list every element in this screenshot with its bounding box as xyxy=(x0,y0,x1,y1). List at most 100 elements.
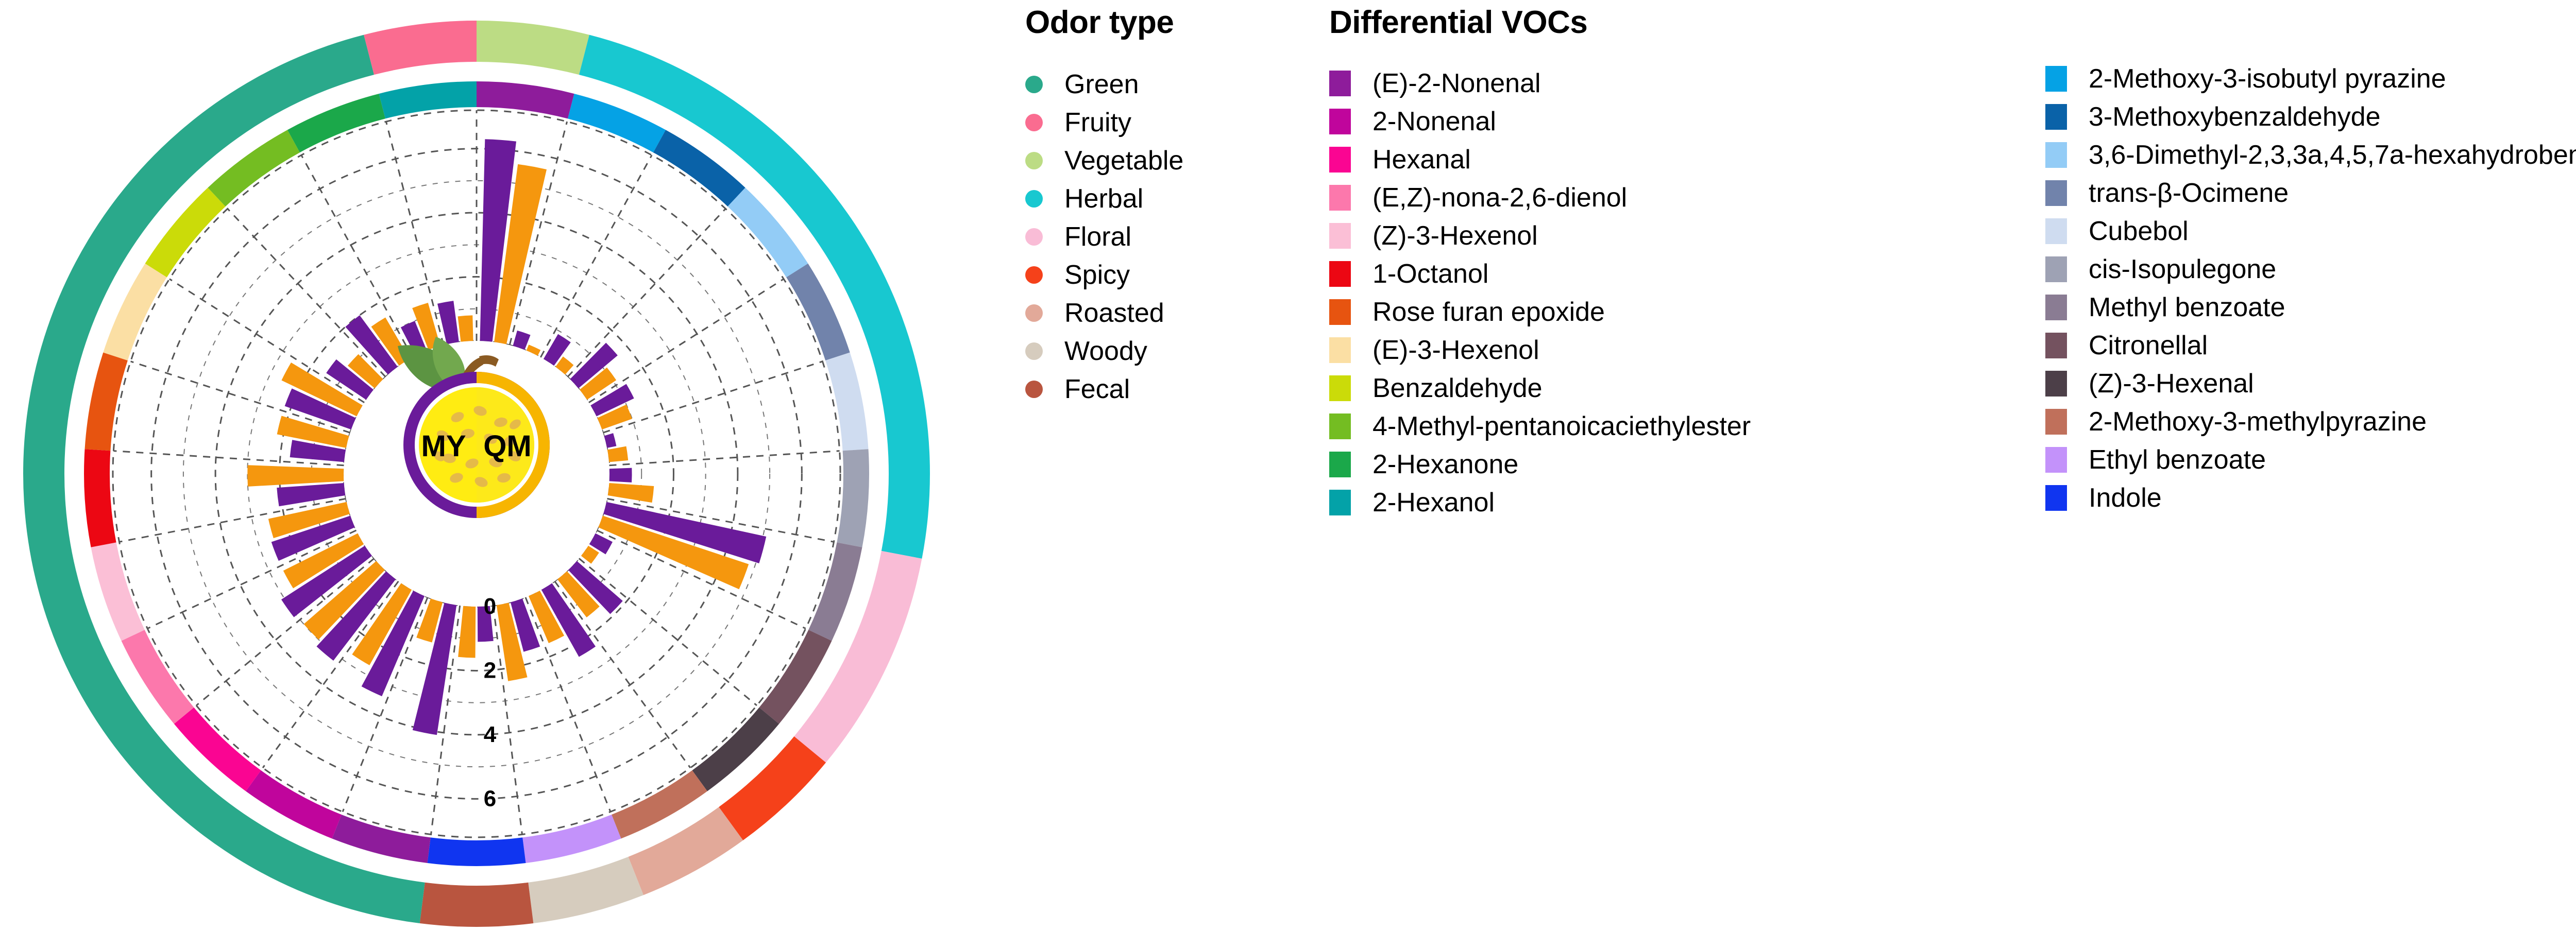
voc-color-swatch-icon xyxy=(2045,447,2067,473)
voc-ring-segment xyxy=(825,352,869,451)
voc-legend-item[interactable]: 1-Octanol xyxy=(1329,255,1751,293)
voc-legend-item[interactable]: (E,Z)-nona-2,6-dienol xyxy=(1329,179,1751,217)
odor-legend-item[interactable]: Green xyxy=(1025,65,1183,104)
voc-legend-item[interactable]: (Z)-3-Hexenol xyxy=(1329,217,1751,255)
voc-legend-item[interactable]: Benzaldehyde xyxy=(1329,369,1751,407)
voc-legend-label: 2-Nonenal xyxy=(1372,107,1496,136)
polar-grid-spoke xyxy=(596,529,806,629)
odor-legend-item[interactable]: Vegetable xyxy=(1025,142,1183,180)
polar-grid-spoke xyxy=(169,278,365,404)
voc-color-swatch-icon xyxy=(1329,299,1351,325)
odor-color-dot-icon xyxy=(1025,114,1043,131)
voc-color-swatch-icon xyxy=(2045,485,2067,511)
voc-ring-segment xyxy=(103,263,167,360)
polar-bar-qm xyxy=(412,302,440,350)
polar-grid-spoke xyxy=(300,154,414,358)
polar-bar-qm xyxy=(416,598,443,643)
odor-legend-item[interactable]: Spicy xyxy=(1025,256,1183,294)
voc-legend-item[interactable]: Citronellal xyxy=(2045,326,2576,365)
polar-bar-qm xyxy=(557,571,600,617)
odor-ring-segment xyxy=(719,736,826,840)
voc-color-swatch-icon xyxy=(1329,71,1351,96)
voc-legend-item[interactable]: Cubebol xyxy=(2045,212,2576,250)
voc-legend-label: 3-Methoxybenzaldehyde xyxy=(2089,102,2381,132)
voc-ring-segment xyxy=(84,352,128,451)
odor-legend-item[interactable]: Fecal xyxy=(1025,370,1183,408)
polar-grid-spoke xyxy=(196,558,375,706)
odor-legend-item[interactable]: Woody xyxy=(1025,332,1183,370)
odor-color-dot-icon xyxy=(1025,228,1043,246)
odor-color-dot-icon xyxy=(1025,266,1043,284)
voc-legend-item[interactable]: 3-Methoxybenzaldehyde xyxy=(2045,98,2576,136)
voc-legend-label: (E)-3-Hexenol xyxy=(1372,335,1539,365)
voc-legend-item[interactable]: (E)-3-Hexenol xyxy=(1329,331,1751,369)
voc-legend-item[interactable]: Methyl benzoate xyxy=(2045,288,2576,326)
odor-legend-item[interactable]: Herbal xyxy=(1025,180,1183,218)
voc-legend-item[interactable]: 2-Methoxy-3-methylpyrazine xyxy=(2045,403,2576,441)
odor-legend-item[interactable]: Floral xyxy=(1025,218,1183,256)
polar-bar-qm xyxy=(283,533,364,589)
voc-ring-segment xyxy=(332,815,431,863)
polar-grid-circle-minor xyxy=(311,308,642,640)
polar-grid-spoke xyxy=(539,154,653,358)
voc-ring-segment xyxy=(91,542,145,641)
voc-legend-left-column: Differential VOCs (E)-2-Nonenal 2-Nonenal… xyxy=(1329,4,1751,522)
voc-legend-item[interactable]: Hexanal xyxy=(1329,141,1751,179)
voc-legend-item[interactable]: 2-Methoxy-3-isobutyl pyrazine xyxy=(2045,60,2576,98)
voc-color-swatch-icon xyxy=(1329,109,1351,134)
voc-legend-label: (E)-2-Nonenal xyxy=(1372,68,1541,98)
polar-bar-qm xyxy=(458,606,476,658)
odor-color-dot-icon xyxy=(1025,304,1043,322)
voc-legend-item[interactable]: 2-Hexanone xyxy=(1329,445,1751,484)
polar-bar-my xyxy=(326,359,374,400)
polar-bar-qm xyxy=(496,602,528,681)
odor-legend-item[interactable]: Fruity xyxy=(1025,104,1183,142)
voc-legend-item[interactable]: Indole xyxy=(2045,479,2576,517)
voc-legend-item[interactable]: (E)-2-Nonenal xyxy=(1329,64,1751,102)
voc-color-swatch-icon xyxy=(1329,413,1351,439)
polar-grid-circle xyxy=(214,212,739,736)
voc-legend-item[interactable]: (Z)-3-Hexenal xyxy=(2045,365,2576,403)
polar-grid-spoke xyxy=(492,605,523,835)
passion-fruit-icon: MY QM xyxy=(398,337,550,518)
odor-legend-label: Spicy xyxy=(1064,260,1130,290)
polar-bar-qm xyxy=(268,502,350,539)
voc-legend-label: 2-Methoxy-3-isobutyl pyrazine xyxy=(2089,64,2446,94)
polar-bar-qm xyxy=(494,164,547,344)
polar-bar-my xyxy=(361,590,425,697)
odor-legend-label: Woody xyxy=(1064,336,1147,366)
polar-grid-spoke xyxy=(554,580,691,769)
odor-color-dot-icon xyxy=(1025,76,1043,93)
voc-legend-item[interactable]: cis-Isopulegone xyxy=(2045,250,2576,288)
polar-grid-spoke xyxy=(578,558,757,706)
voc-legend-item[interactable]: Ethyl benzoate xyxy=(2045,441,2576,479)
voc-ring-segment xyxy=(287,93,385,153)
voc-legend-title: Differential VOCs xyxy=(1329,5,1588,40)
odor-ring-segment xyxy=(419,882,534,927)
voc-color-swatch-icon xyxy=(2045,180,2067,206)
odor-legend-item[interactable]: Roasted xyxy=(1025,294,1183,332)
voc-legend-item[interactable]: 3,6-Dimethyl-2,3,3a,4,5,7a-hexahydrobenz… xyxy=(2045,136,2576,174)
voc-legend-item[interactable]: 4-Methyl-pentanoicaciethylester xyxy=(1329,407,1751,445)
radial-tick-label: 2 xyxy=(484,658,496,683)
voc-legend-item[interactable]: Rose furan epoxide xyxy=(1329,293,1751,331)
voc-legend-item[interactable]: 2-Hexanol xyxy=(1329,484,1751,522)
polar-grid-spoke xyxy=(147,529,357,629)
voc-color-swatch-icon xyxy=(2045,295,2067,320)
voc-color-swatch-icon xyxy=(2045,371,2067,397)
voc-legend-item[interactable]: 2-Nonenal xyxy=(1329,102,1751,141)
polar-bar-qm xyxy=(607,446,629,462)
polar-bar-my xyxy=(609,468,632,482)
polar-bar-qm xyxy=(597,404,632,430)
polar-bar-qm xyxy=(579,367,617,400)
voc-legend-item[interactable]: trans-β-Ocimene xyxy=(2045,174,2576,212)
odor-legend-label: Fecal xyxy=(1064,374,1130,404)
polar-bar-my xyxy=(513,330,531,350)
voc-ring-segment xyxy=(246,770,342,839)
odor-ring-segment xyxy=(579,35,930,559)
voc-ring-segment xyxy=(759,630,832,724)
voc-ring-segment xyxy=(174,707,261,791)
center-label-qm: QM xyxy=(483,429,531,463)
voc-ring-segment xyxy=(84,449,116,547)
polar-grid-spoke xyxy=(602,360,823,434)
